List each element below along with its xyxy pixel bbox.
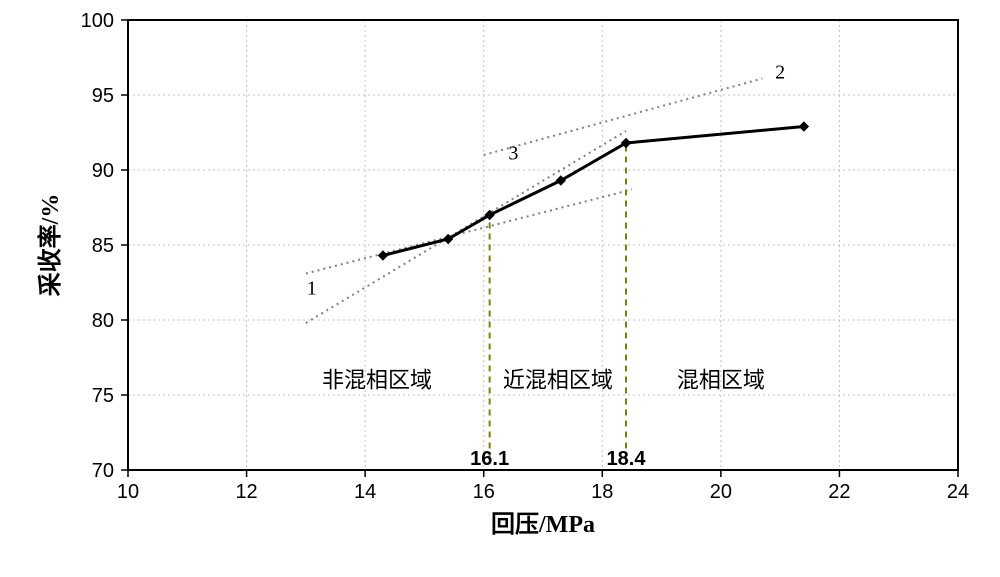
trend-line-label-3: 3 xyxy=(508,143,518,165)
y-tick-label: 100 xyxy=(81,10,114,32)
x-tick-label: 10 xyxy=(117,481,139,503)
x-tick-label: 22 xyxy=(828,481,850,503)
region-label: 近混相区域 xyxy=(503,368,613,393)
x-tick-label: 14 xyxy=(354,481,376,503)
x-tick-label: 18 xyxy=(591,481,613,503)
trend-line-label-1: 1 xyxy=(307,278,317,300)
y-tick-label: 95 xyxy=(92,85,114,107)
y-tick-label: 80 xyxy=(92,310,114,332)
y-tick-label: 75 xyxy=(92,385,114,407)
x-axis-label: 回压/MPa xyxy=(491,511,595,538)
region-label: 混相区域 xyxy=(677,368,765,393)
trend-line-label-2: 2 xyxy=(775,62,785,84)
x-tick-label: 16 xyxy=(473,481,495,503)
region-label: 非混相区域 xyxy=(322,368,432,393)
y-tick-label: 90 xyxy=(92,160,114,182)
x-tick-label: 20 xyxy=(710,481,732,503)
chart-container: 1012141618202224707580859095100回压/MPa采收率… xyxy=(20,10,980,570)
y-tick-label: 85 xyxy=(92,235,114,257)
y-axis-label: 采收率/% xyxy=(36,194,64,297)
chart-svg: 1012141618202224707580859095100回压/MPa采收率… xyxy=(20,10,980,570)
y-tick-label: 70 xyxy=(92,460,114,482)
vline-label-16.1: 16.1 xyxy=(470,448,509,470)
x-tick-label: 24 xyxy=(947,481,969,503)
x-tick-label: 12 xyxy=(235,481,257,503)
vline-label-18.4: 18.4 xyxy=(607,448,647,470)
